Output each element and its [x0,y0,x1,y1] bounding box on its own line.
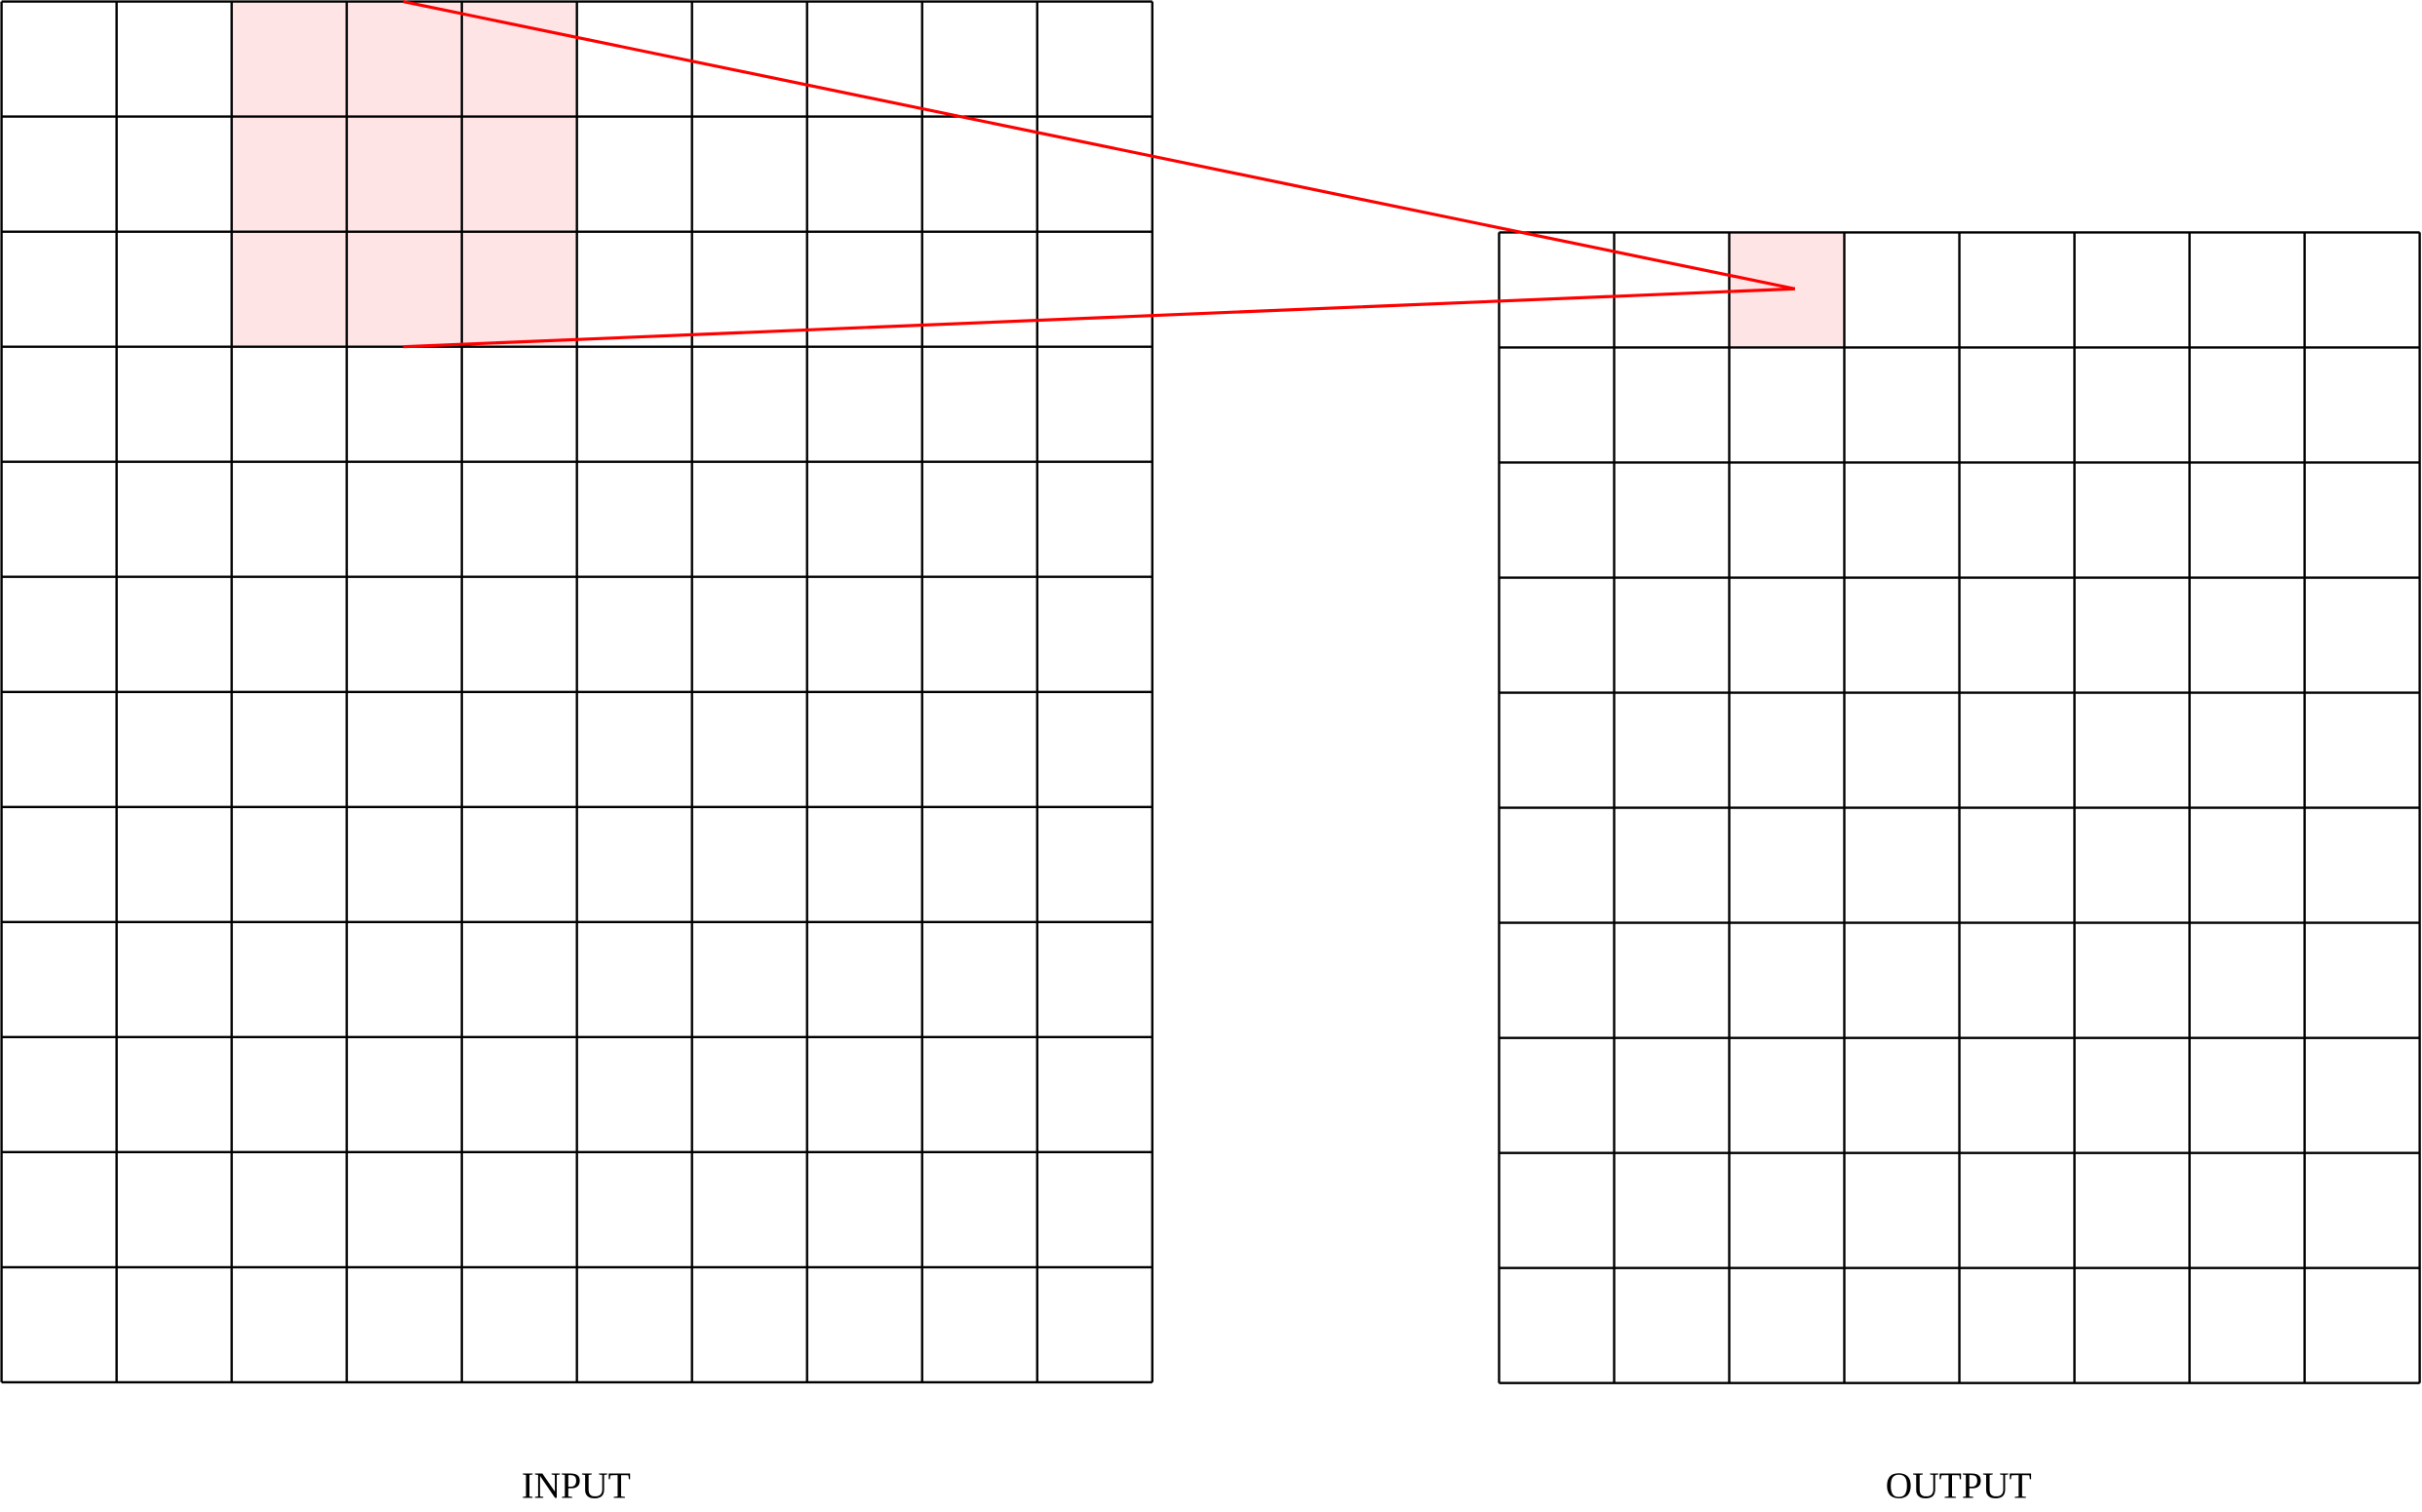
grids [0,0,2421,1384]
output-label: OUTPUT [1886,1466,2032,1507]
input-receptive-field [231,1,577,347]
input-label: INPUT [522,1466,631,1507]
projection-lines [403,0,1796,349]
